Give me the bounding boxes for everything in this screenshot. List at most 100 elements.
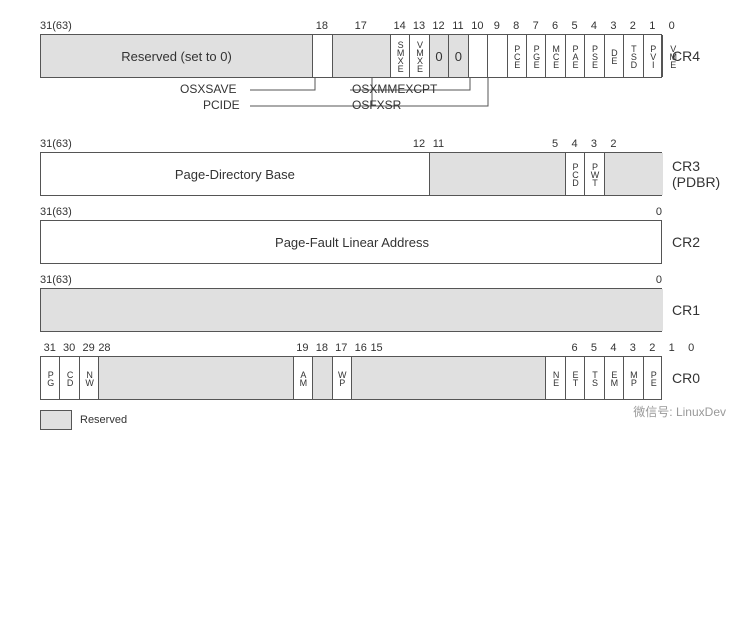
bit-field: MCE [546,35,565,77]
bit-field: PCD [566,153,585,195]
bit-number: 0 [681,342,700,354]
bit-field: PCE [508,35,527,77]
bit-number: 12 [409,138,428,150]
bit-number: 7 [526,20,545,32]
cr4-body: Reserved (set to 0)SMXEVMXE00PCEPGEMCEPA… [40,34,662,78]
bit-number: 31(63) [40,274,642,286]
bit-field: Reserved (set to 0) [41,35,313,77]
bit-number: 5 [584,342,603,354]
bit-number: 19 [293,342,312,354]
bit-number: 30 [59,342,78,354]
bit-field: Page-Directory Base [41,153,430,195]
bit-number: 31(63) [40,138,409,150]
bit-number: 11 [448,20,467,32]
bit-number: 6 [565,342,584,354]
cr3-name-line2: (PDBR) [672,174,720,190]
cr2-bit-labels: 31(63)0 [40,206,731,218]
bit-field: PVI [644,35,663,77]
bit-number: 29 [79,342,98,354]
bit-number: 3 [584,138,603,150]
cr3-register: 31(63)12115432 Page-Directory BasePCDPWT… [20,138,731,196]
cr4-bit-labels: 31(63)181714131211109876543210 [40,20,731,32]
bit-field: NE [546,357,565,399]
bit-field: AM [294,357,313,399]
bit-field: 0 [430,35,449,77]
bit-field: DE [605,35,624,77]
bit-field: TS [585,357,604,399]
bit-field [313,35,332,77]
bit-number: 11 [429,138,448,150]
bit-field [352,357,546,399]
bit-field: EM [605,357,624,399]
bit-field: 0 [449,35,468,77]
bit-number: 1 [662,342,681,354]
bit-number: 31(63) [40,206,642,218]
cr0-body: PGCDNWAMWPNEETTSEMMPPE [40,356,662,400]
cr2-name: CR2 [672,220,700,264]
cr3-bit-labels: 31(63)12115432 [40,138,731,150]
cr2-register: 31(63)0 Page-Fault Linear Address CR2 [20,206,731,264]
bit-field: PSE [585,35,604,77]
bit-number: 15 [370,342,564,354]
bit-number: 4 [584,20,603,32]
cr1-register: 31(63)0 CR1 [20,274,731,332]
cr2-body: Page-Fault Linear Address [40,220,662,264]
legend: Reserved [40,410,731,430]
bit-field: PG [41,357,60,399]
bit-field: PWT [585,153,604,195]
callout-pcide: PCIDE [203,98,240,112]
bit-number: 4 [604,342,623,354]
bit-field: VMXE [410,35,429,77]
bit-number: 0 [662,20,681,32]
bit-number: 17 [332,20,390,32]
bit-number: 18 [312,342,331,354]
cr3-body: Page-Directory Base PCDPWT [40,152,662,196]
bit-field [313,357,332,399]
bit-field [41,289,663,331]
cr4-callouts: OSXSAVE PCIDE OSXMMEXCPT OSFXSR [40,78,731,128]
cr1-bit-labels: 31(63)0 [40,274,731,286]
bit-field: ET [566,357,585,399]
bit-number: 17 [332,342,351,354]
bit-field: Page-Fault Linear Address [41,221,663,263]
bit-field: SMXE [391,35,410,77]
cr0-register: 3130292819181716156543210 PGCDNWAMWPNEET… [20,342,731,400]
callout-osxsave: OSXSAVE [180,82,236,96]
bit-number: 16 [351,342,370,354]
bit-number: 31(63) [40,20,312,32]
bit-number: 13 [409,20,428,32]
legend-label: Reserved [80,414,127,426]
bit-number: 18 [312,20,331,32]
bit-field: CD [60,357,79,399]
bit-field: PE [644,357,663,399]
bit-number: 5 [565,20,584,32]
bit-number [448,138,545,150]
bit-field: NW [80,357,99,399]
bit-field: PAE [566,35,585,77]
bit-number: 8 [507,20,526,32]
cr0-name: CR0 [672,356,700,400]
bit-field [605,153,663,195]
cr3-name: CR3 (PDBR) [672,152,720,196]
bit-field [430,153,566,195]
cr4-name: CR4 [672,34,700,78]
cr4-register: 31(63)181714131211109876543210 Reserved … [20,20,731,128]
bit-number: 14 [390,20,409,32]
bit-number: 31 [40,342,59,354]
cr1-body [40,288,662,332]
bit-number: 5 [545,138,564,150]
cr0-bit-labels: 3130292819181716156543210 [40,342,731,354]
bit-number: 4 [565,138,584,150]
bit-number: 0 [642,206,662,218]
bit-field [488,35,507,77]
bit-number: 9 [487,20,506,32]
cr1-name: CR1 [672,288,700,332]
bit-number: 3 [604,20,623,32]
bit-number: 3 [623,342,642,354]
bit-number: 10 [468,20,487,32]
bit-number: 0 [642,274,662,286]
cr4-callout-lines [40,78,662,128]
bit-number: 2 [643,342,662,354]
bit-number: 6 [545,20,564,32]
bit-field: TSD [624,35,643,77]
